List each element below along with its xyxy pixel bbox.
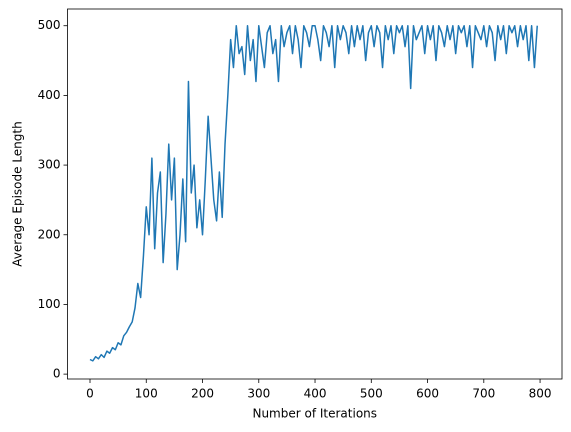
y-tick-label: 200 [38, 227, 61, 241]
y-tick-label: 100 [38, 297, 61, 311]
x-tick-label: 200 [191, 387, 214, 401]
x-tick-label: 0 [86, 387, 94, 401]
y-tick-label: 300 [38, 158, 61, 172]
x-tick-label: 300 [247, 387, 270, 401]
x-tick-label: 800 [529, 387, 552, 401]
x-tick-label: 400 [304, 387, 327, 401]
x-tick-label: 100 [135, 387, 158, 401]
y-tick-label: 0 [53, 367, 61, 381]
y-tick-label: 500 [38, 18, 61, 32]
x-tick-label: 600 [416, 387, 439, 401]
y-axis-label: Average Episode Length [11, 121, 25, 266]
y-tick-label: 400 [38, 88, 61, 102]
x-tick-label: 500 [360, 387, 383, 401]
x-tick-label: 700 [472, 387, 495, 401]
plot-frame [67, 8, 563, 380]
x-axis-label: Number of Iterations [252, 407, 377, 421]
line [89, 24, 538, 362]
